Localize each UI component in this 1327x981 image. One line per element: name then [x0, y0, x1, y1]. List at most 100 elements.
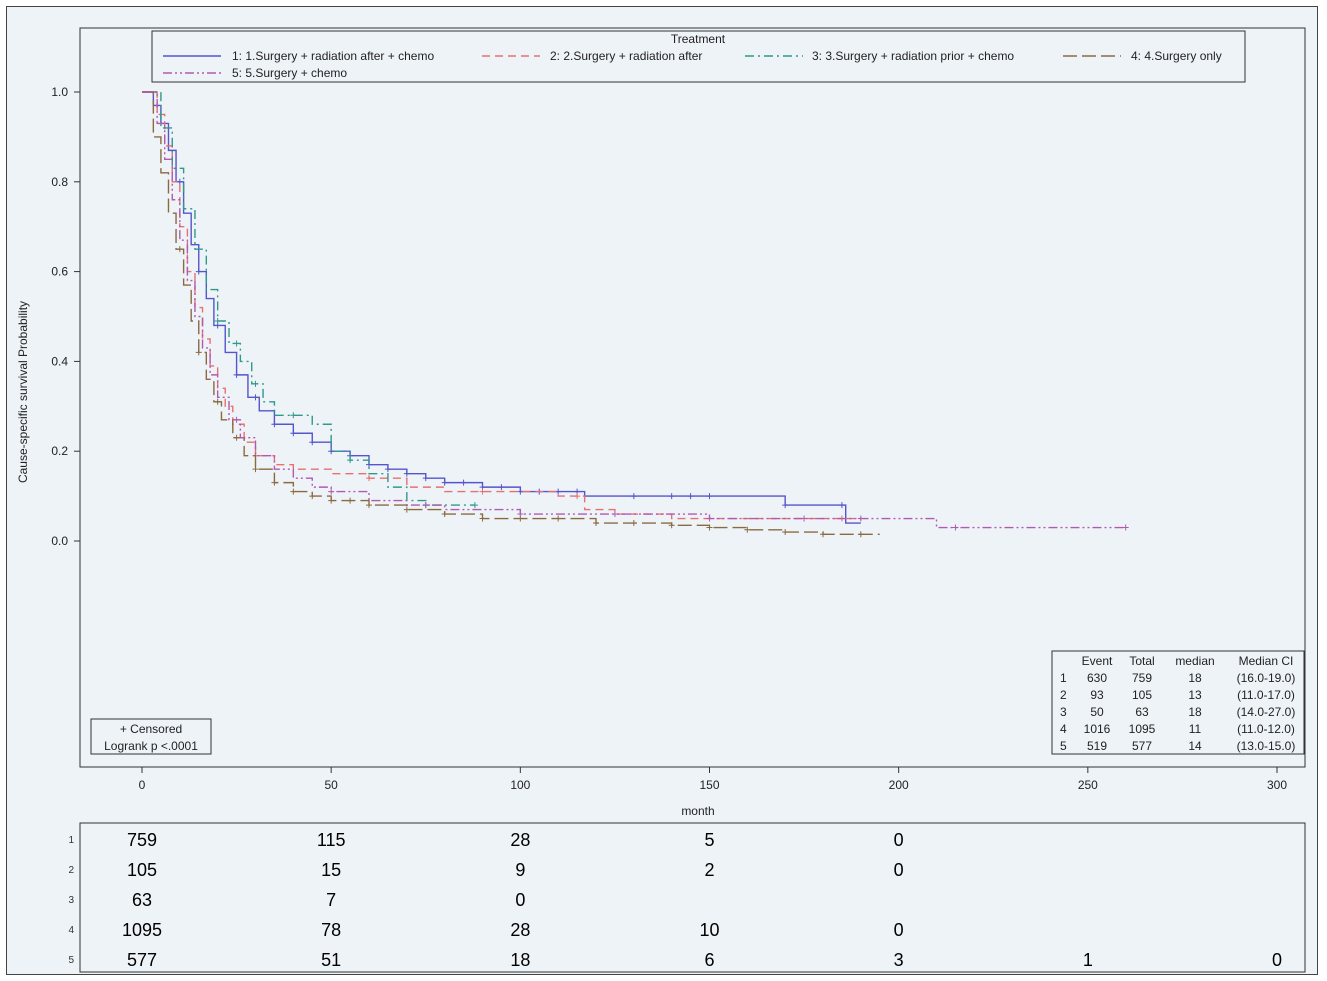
censor-mark	[347, 457, 354, 464]
censor-mark	[668, 493, 675, 500]
risk-cell: 28	[510, 830, 530, 850]
censor-mark	[347, 497, 354, 504]
risk-cell: 577	[127, 950, 157, 970]
risk-cell: 6	[704, 950, 714, 970]
stats-cell: 18	[1188, 671, 1202, 685]
censor-mark	[176, 246, 183, 253]
censor-mark	[366, 475, 372, 482]
censor-mark	[214, 317, 221, 324]
stats-cell: 14	[1188, 739, 1202, 753]
y-axis-label: Cause-specific survival Probability	[16, 301, 30, 483]
stats-row-id: 5	[1060, 739, 1067, 753]
stats-row-id: 2	[1060, 688, 1067, 702]
stats-cell: (16.0-19.0)	[1237, 671, 1296, 685]
risk-table-box	[79, 822, 1306, 973]
risk-cell: 1	[1083, 950, 1093, 970]
censor-mark	[744, 526, 751, 533]
stats-header: Median CI	[1239, 654, 1294, 668]
censor-mark	[471, 502, 478, 509]
risk-cell: 105	[127, 860, 157, 880]
censor-mark	[271, 421, 278, 428]
risk-cell: 0	[894, 860, 904, 880]
x-tick-label: 0	[139, 778, 146, 792]
stats-cell: (11.0-12.0)	[1237, 722, 1295, 736]
y-tick-label: 1.0	[51, 85, 68, 99]
risk-row-id: 4	[68, 925, 74, 936]
censor-mark	[176, 178, 183, 185]
censor-mark	[857, 531, 864, 538]
legend-label-2: 2: 2.Surgery + radiation after	[550, 49, 702, 63]
annotation-box	[90, 718, 212, 755]
risk-cell: 18	[510, 950, 530, 970]
censor-mark	[857, 515, 864, 522]
legend-label-3: 3: 3.Surgery + radiation prior + chemo	[812, 49, 1014, 63]
censor-mark	[952, 524, 959, 531]
stats-cell: 63	[1135, 705, 1149, 719]
censor-mark	[422, 502, 429, 509]
censor-mark	[782, 502, 789, 509]
risk-cell: 115	[317, 830, 346, 850]
stats-header: median	[1175, 654, 1214, 668]
risk-cell: 51	[321, 950, 341, 970]
risk-row-id: 5	[68, 955, 74, 966]
censor-mark	[801, 515, 808, 522]
x-tick-label: 250	[1078, 778, 1098, 792]
survival-curve-3	[142, 91, 475, 506]
risk-cell: 3	[894, 950, 904, 970]
y-axis: 0.0 0.2 0.4 0.6 0.8 1.0	[51, 85, 80, 548]
median-stats-table: Event Total median Median CI 1 630 759 18 (16.0-…	[1051, 650, 1305, 755]
legend: Treatment 1: 1.Surgery + radiation after…	[151, 30, 1246, 83]
stats-cell: 759	[1132, 671, 1152, 685]
risk-cell: 28	[510, 920, 530, 940]
censor-mark	[403, 506, 410, 513]
risk-cell: 63	[132, 890, 152, 910]
stats-cell: 11	[1189, 722, 1202, 736]
risk-cell: 0	[894, 920, 904, 940]
risk-cell: 0	[894, 830, 904, 850]
legend-box	[151, 30, 1246, 83]
risk-cell: 759	[127, 830, 157, 850]
risk-row-id: 1	[68, 835, 74, 846]
censor-mark	[233, 371, 240, 378]
censor-mark	[460, 479, 467, 486]
x-tick-label: 150	[699, 778, 719, 792]
censor-mark	[479, 515, 486, 522]
risk-cell: 0	[1272, 950, 1282, 970]
risk-cell: 2	[704, 860, 714, 880]
stats-cell: 630	[1087, 671, 1107, 685]
y-tick-label: 0.2	[51, 444, 68, 458]
risk-row-id: 2	[68, 865, 74, 876]
risk-cell: 7	[326, 890, 336, 910]
censor-mark	[555, 515, 562, 522]
plot-area	[79, 27, 1306, 768]
risk-cell: 5	[704, 830, 714, 850]
legend-label-4: 4: 4.Surgery only	[1131, 49, 1222, 63]
stats-cell: 93	[1090, 688, 1104, 702]
censor-mark	[517, 488, 524, 495]
censor-mark	[403, 470, 410, 477]
censor-mark	[820, 531, 826, 538]
stats-cell: 13	[1188, 688, 1202, 702]
censor-logrank-box: + Censored Logrank p <.0001	[90, 718, 212, 755]
risk-cell: 9	[515, 860, 525, 880]
censor-mark	[252, 466, 259, 473]
stats-cell: 1016	[1084, 722, 1111, 736]
survival-curves	[142, 91, 1129, 538]
stats-cell: 18	[1188, 705, 1202, 719]
stats-cell: 105	[1132, 688, 1152, 702]
risk-cell: 10	[699, 920, 719, 940]
risk-cell: 0	[515, 890, 525, 910]
censor-mark	[1122, 524, 1129, 531]
y-tick-label: 0.6	[51, 265, 68, 279]
y-tick-label: 0.4	[51, 354, 68, 368]
censor-mark	[328, 488, 335, 495]
stats-cell: (14.0-27.0)	[1237, 705, 1296, 719]
censor-mark	[384, 466, 391, 473]
y-tick-label: 0.8	[51, 175, 68, 189]
logrank-note: Logrank p <.0001	[104, 739, 198, 753]
x-axis: 0 50 100 150 200 250 300	[139, 767, 1287, 792]
legend-label-1: 1: 1.Surgery + radiation after + chemo	[232, 49, 434, 63]
x-tick-label: 50	[324, 778, 338, 792]
risk-cell: 78	[321, 920, 341, 940]
